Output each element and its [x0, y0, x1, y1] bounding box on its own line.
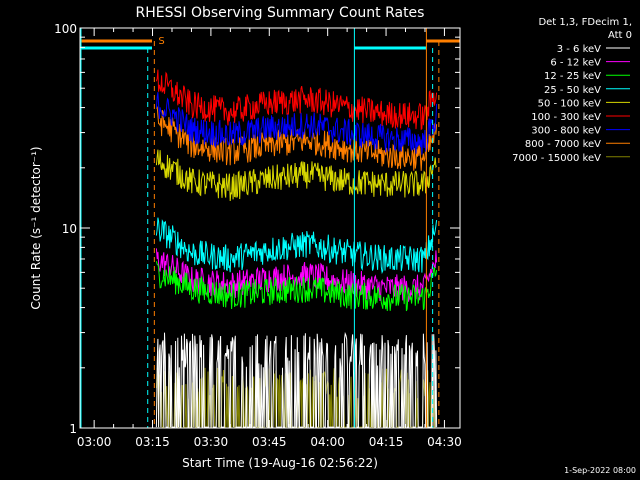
legend-header-line-1: Det 1,3, FDecim 1, — [538, 17, 632, 28]
legend-label-1: 3 - 6 keV — [557, 44, 601, 55]
legend-label-2: 6 - 12 keV — [550, 58, 601, 69]
legend-label-4: 25 - 50 keV — [544, 85, 601, 96]
legend: 3 - 6 keV 6 - 12 keV 12 - 25 keV 25 - 50 ke… — [512, 44, 630, 164]
y-tick-label: 10 — [62, 222, 77, 236]
legend-label-7: 300 - 800 keV — [531, 126, 601, 137]
legend-label-6: 100 - 300 keV — [531, 112, 601, 123]
x-tick-label: 03:30 — [194, 435, 229, 449]
legend-header-line-2: Att 0 — [608, 30, 632, 41]
x-tick-label: 04:15 — [369, 435, 404, 449]
legend-label-8: 800 - 7000 keV — [525, 139, 601, 150]
legend-label-3: 12 - 25 keV — [544, 71, 601, 82]
x-tick-label: 03:15 — [135, 435, 170, 449]
series-trace-5 — [155, 149, 438, 202]
series-traces — [155, 69, 438, 428]
x-tick-label: 04:30 — [427, 435, 462, 449]
series-trace-4 — [155, 217, 438, 275]
series-trace-7 — [155, 92, 438, 155]
series-trace-3 — [155, 261, 438, 312]
axes: 03:00 03:15 03:30 03:45 04:00 04:15 04:30 1 10 10… — [54, 22, 462, 449]
series-trace-8 — [155, 106, 438, 171]
x-tick-label: 04:00 — [310, 435, 345, 449]
series-trace-6 — [155, 69, 438, 131]
legend-label-9: 7000 - 15000 keV — [512, 153, 601, 164]
y-tick-label: 100 — [54, 22, 77, 36]
series-trace-1 — [155, 331, 438, 428]
x-tick-label: 03:00 — [77, 435, 112, 449]
x-axis-label: Start Time (19-Aug-16 02:56:22) — [182, 456, 378, 470]
legend-label-5: 50 - 100 keV — [538, 98, 602, 109]
y-axis-label: Count Rate (s⁻¹ detector⁻¹) — [29, 146, 43, 309]
x-tick-label: 03:45 — [252, 435, 287, 449]
chart-title: RHESSI Observing Summary Count Rates — [136, 5, 425, 21]
y-tick-label: 1 — [69, 422, 77, 436]
flag-label: S — [158, 36, 164, 47]
timestamp: 1-Sep-2022 08:00 — [564, 466, 636, 475]
